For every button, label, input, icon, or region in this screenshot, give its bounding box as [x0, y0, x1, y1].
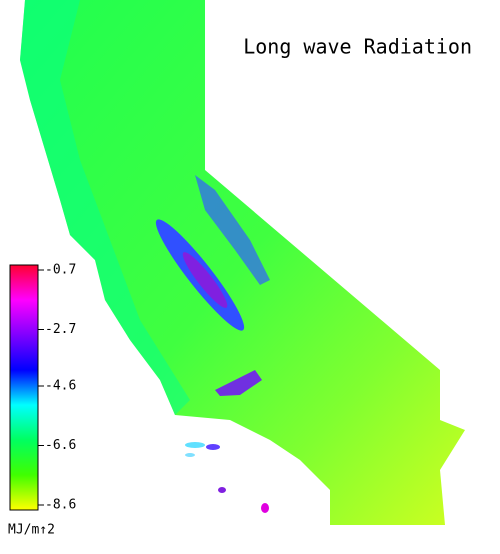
sierra-nevada: [195, 175, 270, 285]
california: [20, 0, 465, 525]
colorbar: -0.7 -2.7 -4.6 -6.6 -8.6: [9, 263, 76, 513]
colorbar-tick-label: -2.7: [45, 322, 76, 337]
colorbar-tick-label: -0.7: [45, 263, 76, 278]
colorbar-label: MJ/m↑2: [8, 523, 55, 538]
colorbar-tick-label: -8.6: [45, 498, 76, 513]
island: [206, 444, 220, 450]
colorbar-scale: [9, 264, 39, 511]
southern-valley: [215, 370, 262, 396]
central-valley-core: [182, 252, 228, 308]
colorbar-tick-label: -4.6: [45, 379, 76, 394]
colorbar-tick-label: -6.6: [45, 438, 76, 453]
island: [261, 503, 269, 513]
island: [218, 487, 226, 493]
island: [185, 442, 205, 448]
map-title: Long wave Radiation: [243, 35, 472, 59]
island: [185, 453, 195, 457]
coastal-zone: [20, 0, 190, 415]
